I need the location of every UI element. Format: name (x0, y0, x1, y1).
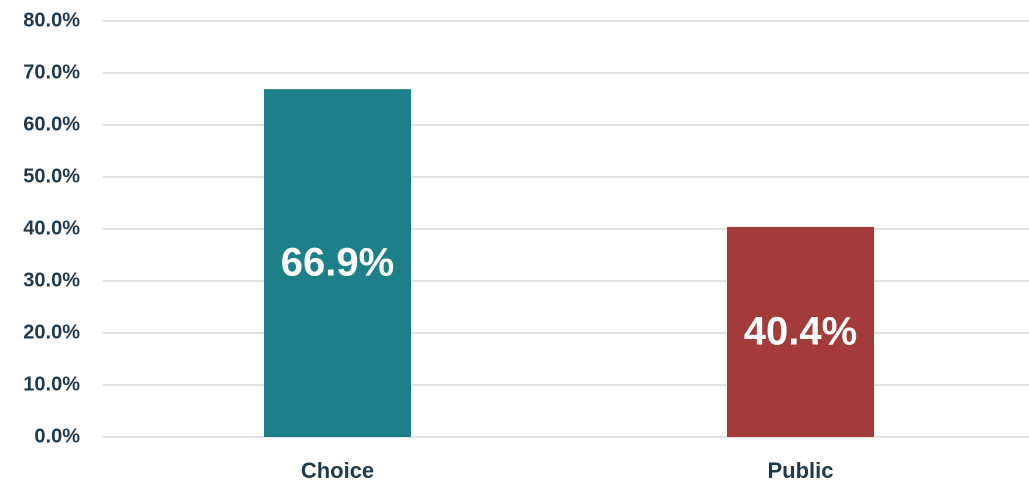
x-tick-label: Public (767, 458, 833, 483)
y-tick-label: 70.0% (23, 61, 80, 83)
value-label: 40.4% (744, 310, 857, 354)
bar (264, 89, 411, 438)
y-tick-label: 50.0% (23, 165, 80, 187)
x-tick-label: Choice (301, 458, 374, 483)
y-tick-label: 0.0% (34, 425, 80, 447)
y-tick-label: 40.0% (23, 217, 80, 239)
y-tick-label: 60.0% (23, 113, 80, 135)
y-tick-label: 20.0% (23, 321, 80, 343)
bar (727, 226, 874, 437)
value-label: 66.9% (281, 241, 394, 285)
y-tick-label: 80.0% (23, 9, 80, 31)
y-tick-label: 30.0% (23, 269, 80, 291)
y-tick-label: 10.0% (23, 373, 80, 395)
